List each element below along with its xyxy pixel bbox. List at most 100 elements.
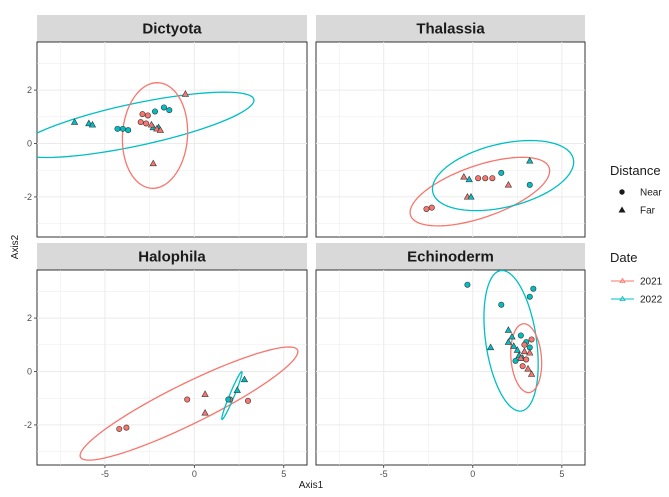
x-tick-label: -5 xyxy=(380,469,388,479)
legend-label-2022: 2022 xyxy=(640,295,663,306)
data-point-far-2021 xyxy=(201,390,209,397)
data-point-far-2021 xyxy=(149,159,157,167)
y-tick-label: -2 xyxy=(24,420,32,430)
data-point-near-2022 xyxy=(119,125,126,132)
panel-background xyxy=(315,41,586,238)
data-point-near-2021 xyxy=(489,175,496,182)
data-point-near-2021 xyxy=(144,112,151,119)
x-tick-label: 0 xyxy=(192,469,197,479)
legend-title-date: Date xyxy=(610,250,637,265)
panel-background xyxy=(36,269,308,466)
point-layer xyxy=(423,156,534,212)
ellipse-layer xyxy=(37,82,255,189)
legend-label-2021: 2021 xyxy=(640,277,663,288)
ellipse-layer xyxy=(79,346,299,461)
data-point-near-2022 xyxy=(530,285,537,292)
data-point-far-2021 xyxy=(527,370,536,377)
ellipse-2021 xyxy=(79,346,299,461)
legend-key-marker-2022 xyxy=(619,295,626,301)
ellipse-2022 xyxy=(37,91,255,159)
data-point-near-2021 xyxy=(423,205,430,212)
data-point-far-2022 xyxy=(508,332,516,340)
data-point-far-2021 xyxy=(181,90,190,97)
data-point-near-2022 xyxy=(166,107,173,114)
data-point-near-2022 xyxy=(512,357,519,364)
data-point-far-2021 xyxy=(524,364,532,372)
data-point-far-2021 xyxy=(153,124,161,132)
point-layer xyxy=(464,281,537,377)
data-point-far-2022 xyxy=(526,156,534,164)
ellipse-2021 xyxy=(121,82,189,189)
y-tick-label: 0 xyxy=(27,367,32,377)
data-point-near-2021 xyxy=(521,341,528,348)
data-point-far-2022 xyxy=(467,193,475,200)
data-point-far-2021 xyxy=(517,354,525,361)
data-point-near-2022 xyxy=(114,125,121,132)
data-point-near-2022 xyxy=(160,104,167,111)
data-point-far-2022 xyxy=(70,118,79,125)
data-point-far-2022 xyxy=(233,386,241,393)
data-point-far-2021 xyxy=(504,180,513,188)
data-point-near-2021 xyxy=(184,396,191,403)
data-point-near-2021 xyxy=(523,356,530,363)
data-point-far-2022 xyxy=(510,342,518,349)
x-tick-label: 5 xyxy=(559,469,564,479)
x-tick-label: 0 xyxy=(470,469,475,479)
legend-key-far xyxy=(618,206,626,213)
x-tick-label: 5 xyxy=(281,469,286,479)
facet-title: Echinoderm xyxy=(407,249,494,266)
panel-background xyxy=(315,269,586,466)
data-point-far-2022 xyxy=(85,119,93,127)
data-point-near-2021 xyxy=(116,425,123,432)
x-axis-title: Axis1 xyxy=(299,480,324,491)
panel-echinoderm: Echinoderm -5 0 5 xyxy=(315,243,586,479)
data-point-near-2022 xyxy=(517,332,524,339)
point-layer xyxy=(70,90,190,167)
facet-strip xyxy=(316,15,585,42)
facet-title: Halophila xyxy=(138,249,206,266)
panel-background xyxy=(36,41,308,238)
facet-strip xyxy=(316,243,585,270)
data-point-far-2021 xyxy=(201,408,209,416)
y-axis-title: Axis2 xyxy=(10,234,21,259)
panel-halophila: Halophila -2 0 2 -5 0 5 xyxy=(24,243,308,479)
ellipse-2022 xyxy=(221,371,243,421)
legend-label-near: Near xyxy=(640,188,662,199)
facet-title: Thalassia xyxy=(416,21,485,38)
data-point-far-2022 xyxy=(513,346,521,353)
data-point-far-2022 xyxy=(88,120,97,128)
y-tick-label: 2 xyxy=(27,85,32,95)
legend-title-distance: Distance xyxy=(610,163,661,178)
data-point-far-2022 xyxy=(504,326,513,333)
data-point-near-2022 xyxy=(464,281,471,288)
data-point-far-2022 xyxy=(486,343,495,351)
data-point-near-2021 xyxy=(123,424,130,431)
ellipse-2022 xyxy=(483,270,539,412)
legend-key-marker-2021 xyxy=(619,277,626,283)
y-tick-label: -2 xyxy=(24,192,32,202)
data-point-far-2021 xyxy=(460,172,468,180)
panel-thalassia: Thalassia xyxy=(315,15,586,238)
data-point-far-2021 xyxy=(526,348,534,356)
data-point-far-2021 xyxy=(147,120,156,128)
point-layer xyxy=(116,375,251,432)
data-point-near-2022 xyxy=(225,396,232,403)
data-point-near-2022 xyxy=(125,127,132,134)
data-point-far-2021 xyxy=(520,347,529,355)
y-tick-label: 0 xyxy=(27,139,32,149)
facet-strip xyxy=(37,243,307,270)
data-point-near-2021 xyxy=(428,204,435,211)
x-tick-label: -5 xyxy=(101,469,109,479)
data-point-near-2022 xyxy=(498,301,505,308)
data-point-near-2021 xyxy=(139,111,146,118)
data-point-far-2022 xyxy=(240,375,249,383)
data-point-far-2022 xyxy=(465,175,473,183)
data-point-near-2021 xyxy=(519,363,526,370)
data-point-near-2021 xyxy=(482,175,489,182)
data-point-near-2022 xyxy=(152,108,159,115)
facet-strip xyxy=(37,15,307,42)
ellipse-2021 xyxy=(409,156,551,227)
ellipse-2022 xyxy=(431,139,575,212)
panel-dictyota: Dictyota -2 0 2 xyxy=(24,15,308,238)
legend: Distance Near Far Date 2021 2022 xyxy=(610,163,663,306)
